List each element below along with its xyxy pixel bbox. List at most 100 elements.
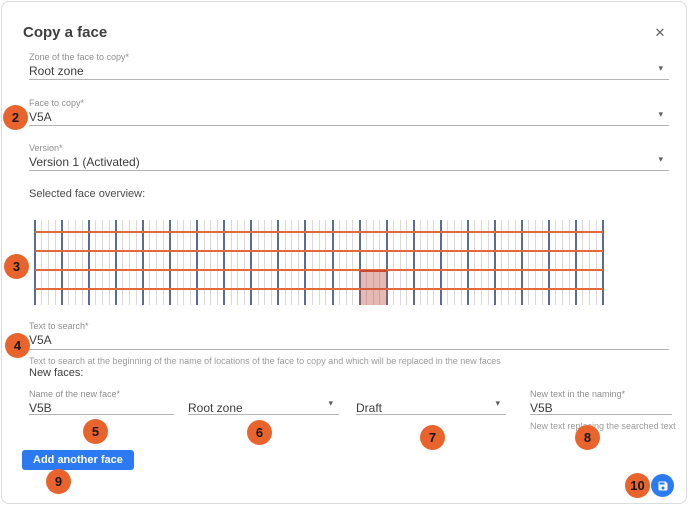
- highlighted-cell: [359, 269, 387, 305]
- dialog-title: Copy a face: [23, 24, 108, 41]
- annotation-badge: 6: [247, 420, 272, 445]
- grid-line: [534, 220, 536, 305]
- grid-line: [81, 220, 83, 305]
- grid-line: [412, 220, 415, 305]
- grid-line: [264, 220, 266, 305]
- face-to-copy-select[interactable]: Face to copy* V5A ▾: [29, 98, 669, 126]
- chevron-down-icon: ▾: [328, 398, 333, 408]
- grid-line: [358, 220, 361, 305]
- grid-line: [419, 220, 421, 305]
- grid-line: [379, 220, 381, 305]
- chevron-down-icon: ▾: [658, 63, 663, 73]
- grid-line: [277, 220, 280, 305]
- grid-line: [480, 220, 482, 305]
- grid-line: [108, 220, 110, 305]
- grid-line: [406, 220, 408, 305]
- grid-line: [41, 220, 43, 305]
- grid-line: [304, 220, 307, 305]
- grid-line: [460, 220, 462, 305]
- new-face-zone-value: Root zone: [188, 401, 243, 415]
- selected-face-overview-label: Selected face overview:: [29, 188, 146, 200]
- grid-line: [568, 220, 570, 305]
- chevron-down-icon: ▾: [658, 109, 663, 119]
- face-to-copy-value: V5A: [29, 110, 52, 124]
- grid-line: [514, 220, 516, 305]
- grid-line: [156, 220, 158, 305]
- text-to-search-input[interactable]: Text to search* V5A: [29, 321, 669, 350]
- annotation-badge: 5: [83, 419, 108, 444]
- zone-of-face-select[interactable]: Zone of the face to copy* Root zone ▾: [29, 52, 669, 80]
- grid-line: [365, 220, 367, 305]
- grid-line: [88, 220, 91, 305]
- grid-line: [244, 220, 246, 305]
- grid-line: [35, 268, 603, 271]
- grid-line: [149, 220, 151, 305]
- zone-of-face-label: Zone of the face to copy*: [29, 52, 130, 62]
- close-icon[interactable]: ✕: [651, 24, 669, 42]
- new-text-naming-input[interactable]: New text in the naming* V5B: [530, 389, 672, 415]
- new-faces-section-label: New faces:: [29, 367, 84, 379]
- grid-line: [237, 220, 239, 305]
- grid-line: [210, 220, 212, 305]
- version-select[interactable]: Version* Version 1 (Activated) ▾: [29, 143, 669, 171]
- add-another-face-button[interactable]: Add another face: [22, 450, 134, 470]
- face-to-copy-label: Face to copy*: [29, 98, 85, 108]
- new-face-zone-select[interactable]: Root zone ▾: [188, 389, 339, 415]
- chevron-down-icon: ▾: [658, 154, 663, 164]
- grid-line: [352, 220, 354, 305]
- grid-line: [501, 220, 503, 305]
- grid-line: [48, 220, 50, 305]
- grid-line: [223, 220, 226, 305]
- grid-line: [487, 220, 489, 305]
- grid-line: [582, 220, 584, 305]
- grid-line: [528, 220, 530, 305]
- grid-line: [311, 220, 313, 305]
- grid-line: [271, 220, 273, 305]
- version-value: Version 1 (Activated): [29, 155, 140, 169]
- grid-line: [338, 220, 340, 305]
- new-text-naming-value: V5B: [530, 401, 553, 415]
- grid-line: [588, 220, 590, 305]
- new-face-name-value: V5B: [29, 401, 52, 415]
- grid-line: [474, 220, 476, 305]
- new-face-status-value: Draft: [356, 401, 383, 415]
- annotation-badge: 9: [46, 469, 71, 494]
- text-to-search-helper: Text to search at the beginning of the n…: [29, 356, 501, 366]
- grid-line: [439, 220, 442, 305]
- grid-line: [61, 220, 64, 305]
- grid-line: [135, 220, 137, 305]
- grid-line: [345, 220, 347, 305]
- grid-line: [122, 220, 124, 305]
- new-face-name-input[interactable]: Name of the new face* V5B: [29, 389, 174, 415]
- grid-line: [196, 220, 199, 305]
- grid-line: [190, 220, 192, 305]
- save-button[interactable]: [651, 474, 674, 497]
- annotation-badge: 7: [420, 425, 445, 450]
- save-floppy-icon: [658, 481, 667, 490]
- grid-line: [54, 220, 56, 305]
- grid-line: [466, 220, 469, 305]
- grid-line: [250, 220, 253, 305]
- new-face-name-label: Name of the new face*: [29, 389, 121, 399]
- grid-line: [217, 220, 219, 305]
- grid-line: [35, 230, 603, 233]
- grid-line: [291, 220, 293, 305]
- grid-line: [595, 220, 597, 305]
- grid-line: [257, 220, 259, 305]
- grid-line: [385, 220, 388, 305]
- version-label: Version*: [29, 143, 63, 153]
- grid-line: [331, 220, 334, 305]
- grid-line: [574, 220, 577, 305]
- annotation-badge: 10: [625, 473, 650, 498]
- new-face-status-select[interactable]: Draft ▾: [356, 389, 506, 415]
- new-text-naming-label: New text in the naming*: [530, 389, 626, 399]
- face-overview-grid: [34, 220, 604, 305]
- annotation-badge: 8: [575, 425, 600, 450]
- grid-line: [169, 220, 172, 305]
- grid-line: [142, 220, 145, 305]
- grid-line: [75, 220, 77, 305]
- grid-line: [115, 220, 118, 305]
- grid-line: [392, 220, 394, 305]
- annotation-badge: 3: [4, 254, 29, 279]
- grid-line: [446, 220, 448, 305]
